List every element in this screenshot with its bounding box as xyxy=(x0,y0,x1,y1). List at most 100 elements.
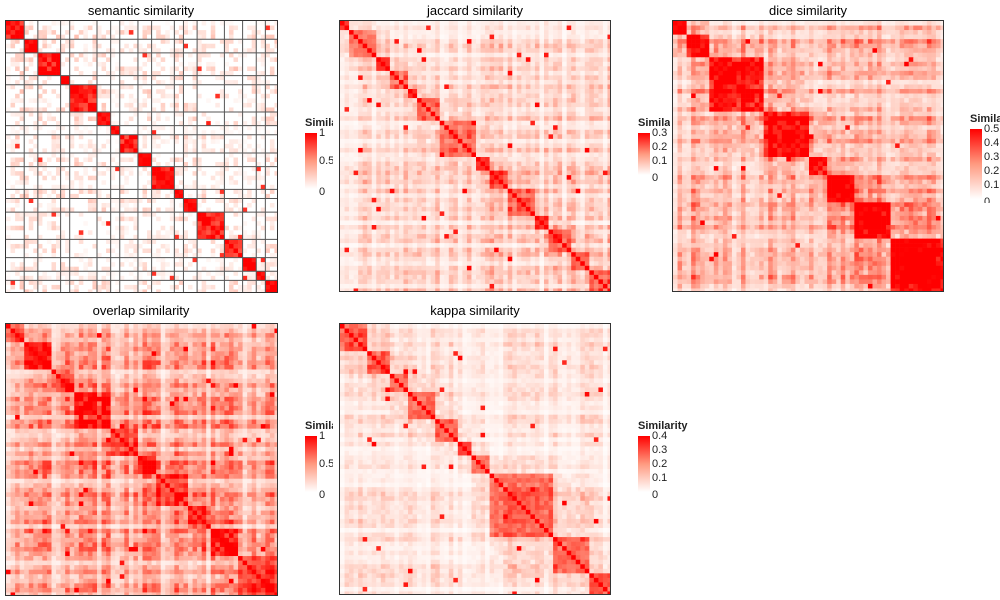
heatmap-cell xyxy=(115,180,121,186)
heatmap-cell xyxy=(124,193,130,199)
heatmap-cell xyxy=(192,134,198,140)
heatmap-cell xyxy=(33,89,39,95)
heatmap-cell xyxy=(69,39,75,45)
heatmap-cell xyxy=(60,125,66,131)
heatmap-cell xyxy=(178,112,184,117)
heatmap-cell xyxy=(6,184,11,190)
heatmap-cell xyxy=(489,75,495,81)
heatmap-cell xyxy=(358,52,363,58)
heatmap-cell xyxy=(228,80,234,85)
heatmap-cell xyxy=(228,234,234,240)
heatmap-cell xyxy=(210,102,216,108)
heatmap-cell xyxy=(37,271,43,277)
diagonal-block xyxy=(110,125,120,135)
heatmap-cell xyxy=(476,79,481,85)
heatmap-cell xyxy=(51,102,57,108)
heatmap-cell xyxy=(534,48,540,54)
heatmap-cell xyxy=(188,184,193,190)
heatmap-cell xyxy=(607,70,610,76)
heatmap-cell xyxy=(28,66,34,72)
heatmap-cell xyxy=(10,212,16,217)
heatmap-cell xyxy=(183,166,189,172)
heatmap-cell xyxy=(106,216,111,222)
heatmap-cell xyxy=(215,243,221,249)
heatmap-cell xyxy=(444,30,450,35)
heatmap-cell xyxy=(10,52,16,58)
heatmap-cell xyxy=(106,25,111,31)
heatmap-cell xyxy=(74,184,80,190)
heatmap-cell xyxy=(42,221,48,227)
heatmap-cell xyxy=(74,207,80,213)
heatmap-cell xyxy=(251,43,257,49)
heatmap-cell xyxy=(60,184,66,190)
heatmap-cell xyxy=(83,225,89,231)
heatmap-cell xyxy=(137,130,143,136)
heatmap-cell xyxy=(51,166,57,172)
heatmap-cell xyxy=(37,102,43,108)
heatmap-cell xyxy=(183,34,189,40)
heatmap-cell xyxy=(19,39,25,45)
heatmap-cell xyxy=(344,89,350,94)
heatmap-cell xyxy=(398,98,404,103)
heatmap-cell xyxy=(224,284,230,290)
heatmap-cell xyxy=(19,230,25,236)
heatmap-cell xyxy=(602,43,608,49)
heatmap-cell xyxy=(183,230,189,236)
heatmap-cell xyxy=(544,43,549,49)
heatmap-cell xyxy=(137,34,143,40)
heatmap-cell xyxy=(394,111,400,117)
heatmap-cell xyxy=(188,39,193,45)
heatmap-cell xyxy=(169,266,175,272)
heatmap-cell xyxy=(133,157,139,163)
heatmap-cell xyxy=(65,39,70,45)
heatmap-cell xyxy=(476,48,481,54)
heatmap-cell xyxy=(228,171,234,176)
heatmap-cell xyxy=(521,107,527,112)
heatmap-cell xyxy=(435,107,441,112)
heatmap-cell xyxy=(575,66,581,72)
heatmap-cell xyxy=(498,43,504,49)
heatmap-cell xyxy=(24,271,30,277)
heatmap-cell xyxy=(507,111,513,117)
heatmap-cell xyxy=(598,102,604,108)
heatmap-cell xyxy=(215,189,221,195)
heatmap-cell xyxy=(380,111,386,117)
heatmap-cell xyxy=(215,239,221,245)
heatmap-cell xyxy=(444,120,450,126)
heatmap-cell xyxy=(110,143,116,149)
heatmap-cell xyxy=(516,84,522,90)
heatmap-cell xyxy=(430,107,436,112)
heatmap-cell xyxy=(110,152,116,158)
heatmap-cell xyxy=(219,175,225,181)
heatmap-cell xyxy=(83,271,89,277)
heatmap-cell xyxy=(165,75,171,81)
heatmap-cell xyxy=(233,239,239,245)
heatmap-cell xyxy=(37,66,43,72)
heatmap-cell xyxy=(56,89,61,95)
heatmap-cell xyxy=(178,157,184,163)
heatmap-cell xyxy=(33,30,39,35)
heatmap-cell xyxy=(358,79,363,85)
heatmap-cell xyxy=(28,102,34,108)
heatmap-cell xyxy=(133,93,139,99)
heatmap-cell xyxy=(33,25,39,31)
heatmap-cell xyxy=(228,271,234,277)
heatmap-cell xyxy=(548,61,554,67)
heatmap-cell xyxy=(65,230,70,236)
heatmap-cell xyxy=(485,25,490,31)
heatmap-cell xyxy=(421,89,427,94)
heatmap-cell xyxy=(349,79,354,85)
heatmap-cell xyxy=(430,70,436,76)
heatmap-cell xyxy=(110,221,116,227)
heatmap-cell xyxy=(238,203,243,208)
heatmap-cell xyxy=(421,48,427,54)
heatmap-cell xyxy=(201,98,207,104)
heatmap-cell xyxy=(494,61,499,67)
heatmap-cell xyxy=(489,30,495,35)
heatmap-cell xyxy=(417,48,422,54)
heatmap-cell xyxy=(489,70,495,76)
heatmap-cell xyxy=(56,98,61,104)
heatmap-cell xyxy=(530,70,536,76)
heatmap-cell xyxy=(119,21,125,26)
heatmap-cell xyxy=(6,289,11,292)
